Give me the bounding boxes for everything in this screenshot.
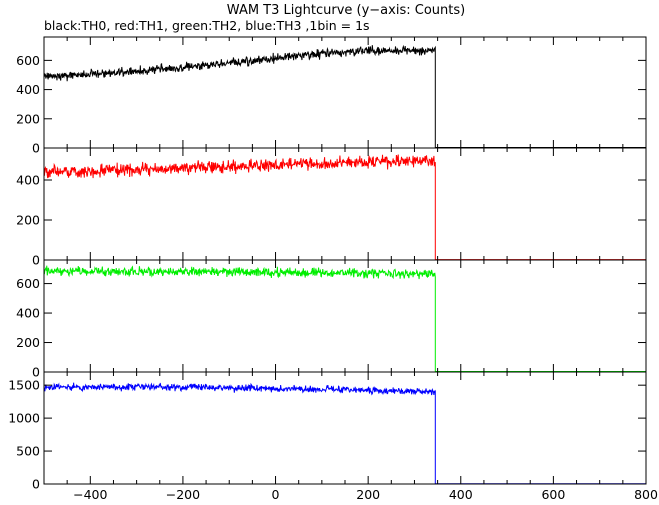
y-tick-label: 0 (32, 365, 40, 380)
series-line-0 (43, 44, 646, 149)
y-tick-label: 400 (16, 173, 40, 188)
panel-frame-0 (43, 36, 647, 149)
panels-group: 0 200 400 600 0 200 400 0 200 400 600 0 500 1000 1500 (8, 36, 647, 492)
y-tick-label: 600 (16, 276, 40, 291)
y-tick-label: 600 (16, 53, 40, 68)
y-tick-label: 0 (32, 253, 40, 268)
y-tick-label: 400 (16, 306, 40, 321)
panel-2: 0 200 400 600 (16, 259, 647, 380)
series-line-3 (43, 382, 646, 485)
x-tick-label: 200 (356, 487, 380, 502)
x-tick-label: −400 (73, 487, 107, 502)
chart-title: WAM T3 Lightcurve (y−axis: Counts) (227, 3, 465, 18)
chart-subtitle: black:TH0, red:TH1, green:TH2, blue:TH3 … (44, 18, 370, 33)
y-tick-label: 200 (16, 213, 40, 228)
y-tick-label: 1500 (8, 378, 40, 393)
panel-0: 0 200 400 600 (16, 36, 647, 156)
x-tick-label: −200 (166, 487, 200, 502)
x-tick-label: 600 (541, 487, 565, 502)
y-tick-label: 400 (16, 82, 40, 97)
y-tick-label: 0 (32, 477, 40, 492)
y-tick-label: 200 (16, 335, 40, 350)
y-tick-label: 1000 (8, 411, 40, 426)
x-tick-label: 0 (272, 487, 280, 502)
x-tick-label: 800 (634, 487, 658, 502)
series-line-2 (43, 265, 646, 373)
y-tick-label: 0 (32, 141, 40, 156)
series-line-1 (43, 154, 646, 261)
x-tick-label: 400 (449, 487, 473, 502)
panel-frame-2 (43, 259, 647, 373)
y-tick-label: 500 (16, 444, 40, 459)
panel-1: 0 200 400 (16, 147, 647, 268)
panel-frame-1 (43, 147, 647, 261)
panel-3: 0 500 1000 1500 (8, 371, 647, 492)
x-axis: −400 −200 0 200 400 600 800 (73, 487, 658, 502)
y-tick-label: 200 (16, 111, 40, 126)
